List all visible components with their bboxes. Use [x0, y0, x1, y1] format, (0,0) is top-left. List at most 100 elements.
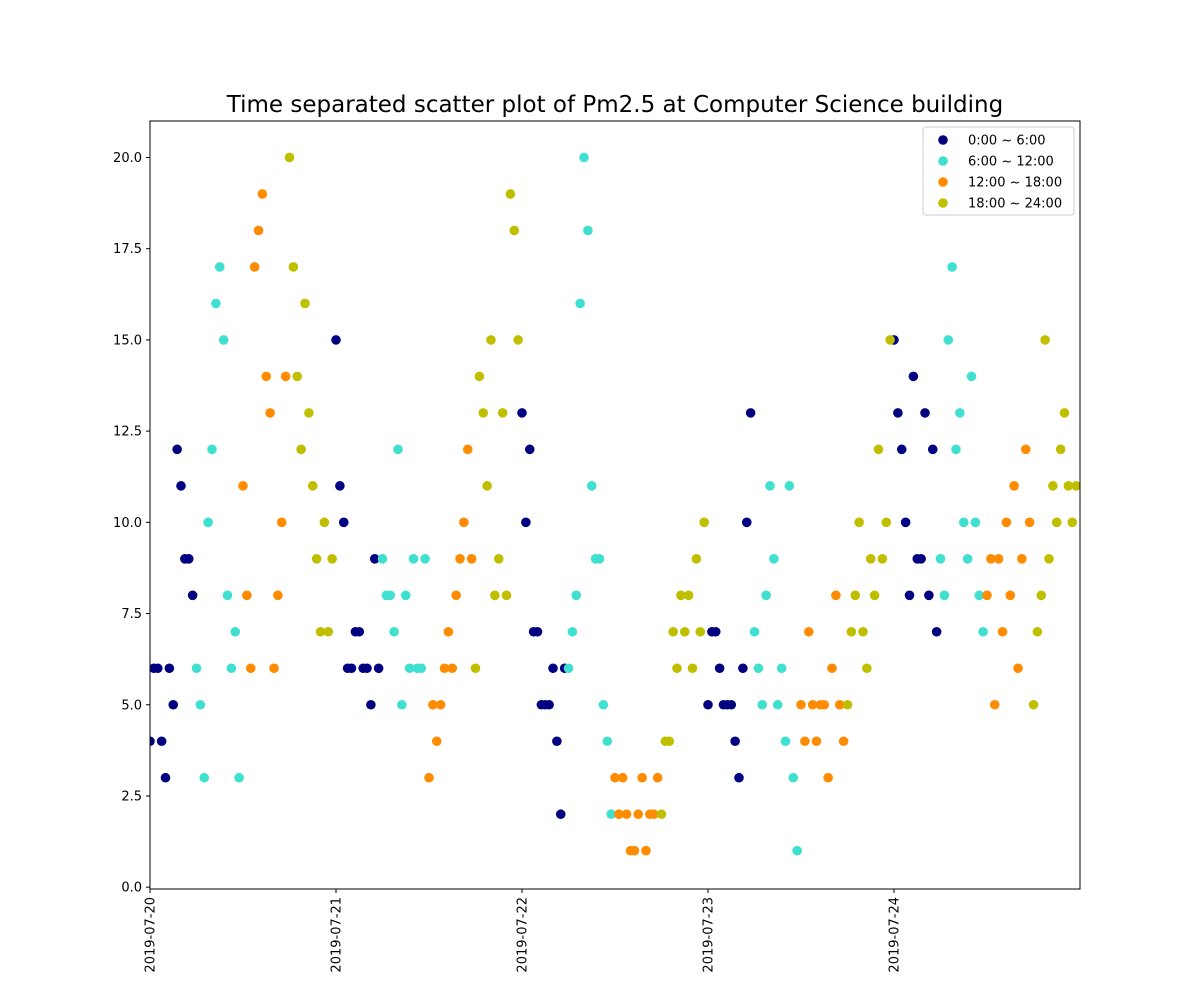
scatter-point-series-3 — [858, 626, 868, 637]
x-tick-label: 2019-07-21 — [330, 897, 345, 973]
scatter-point-series-1 — [218, 335, 229, 345]
scatter-point-series-1 — [602, 736, 613, 747]
scatter-point-series-2 — [238, 481, 248, 491]
scatter-point-series-3 — [1055, 444, 1066, 455]
scatter-point-series-1 — [420, 554, 430, 564]
scatter-point-series-1 — [575, 298, 585, 309]
scatter-point-series-2 — [269, 663, 279, 674]
scatter-point-series-3 — [881, 517, 892, 528]
scatter-point-series-0 — [927, 444, 938, 455]
y-tick-label: 10.0 — [113, 516, 142, 531]
scatter-point-series-0 — [916, 554, 926, 564]
scatter-point-series-3 — [288, 262, 299, 272]
scatter-point-series-1 — [222, 590, 233, 601]
scatter-point-series-0 — [548, 663, 558, 674]
scatter-point-series-1 — [951, 444, 961, 455]
scatter-point-series-0 — [900, 517, 911, 528]
scatter-point-series-3 — [474, 371, 485, 382]
scatter-point-series-2 — [831, 590, 841, 601]
scatter-point-series-3 — [497, 408, 508, 418]
scatter-point-series-0 — [710, 626, 721, 637]
scatter-point-series-3 — [1048, 481, 1058, 491]
scatter-point-series-3 — [846, 626, 857, 637]
y-tick-label: 12.5 — [113, 425, 142, 440]
scatter-point-series-1 — [955, 408, 965, 418]
scatter-point-series-1 — [943, 335, 954, 345]
scatter-point-series-3 — [307, 481, 318, 491]
scatter-point-series-2 — [249, 262, 260, 272]
scatter-point-series-1 — [753, 663, 764, 674]
scatter-point-series-2 — [431, 736, 442, 747]
scatter-point-series-3 — [1036, 590, 1047, 601]
scatter-point-series-1 — [947, 262, 957, 272]
scatter-point-series-3 — [284, 152, 295, 163]
legend-label: 18:00 ~ 24:00 — [968, 197, 1062, 212]
scatter-point-series-1 — [583, 225, 593, 236]
x-tick-label: 2019-07-22 — [516, 897, 531, 973]
scatter-point-series-2 — [629, 845, 640, 856]
scatter-point-series-1 — [214, 262, 225, 272]
scatter-point-series-2 — [276, 517, 287, 528]
scatter-point-series-2 — [997, 626, 1008, 637]
scatter-point-series-1 — [571, 590, 582, 601]
scatter-point-series-3 — [482, 481, 492, 491]
scatter-point-series-1 — [788, 772, 799, 783]
scatter-point-series-0 — [354, 626, 365, 637]
scatter-point-series-3 — [1032, 626, 1043, 637]
scatter-point-series-1 — [765, 481, 775, 491]
scatter-point-series-3 — [501, 590, 512, 601]
scatter-point-series-0 — [908, 371, 919, 382]
chart-title: Time separated scatter plot of Pm2.5 at … — [226, 92, 1003, 118]
scatter-point-series-1 — [939, 590, 950, 601]
scatter-point-series-0 — [183, 554, 194, 564]
scatter-point-series-1 — [974, 590, 985, 601]
scatter-point-series-0 — [920, 408, 930, 418]
scatter-point-series-0 — [369, 554, 380, 564]
scatter-point-series-2 — [811, 736, 822, 747]
scatter-point-series-1 — [226, 663, 237, 674]
scatter-point-series-0 — [338, 517, 349, 528]
scatter-point-series-1 — [408, 554, 419, 564]
scatter-point-series-0 — [331, 335, 341, 345]
scatter-point-series-0 — [555, 809, 566, 820]
scatter-point-series-0 — [745, 408, 756, 418]
scatter-point-series-2 — [447, 663, 458, 674]
scatter-point-series-1 — [784, 481, 795, 491]
scatter-point-series-0 — [893, 408, 903, 418]
x-tick-label: 2019-07-20 — [144, 897, 159, 973]
scatter-point-series-1 — [792, 845, 802, 856]
scatter-point-series-2 — [617, 772, 628, 783]
scatter-point-series-2 — [800, 736, 810, 747]
scatter-point-series-0 — [362, 663, 372, 674]
scatter-point-series-0 — [150, 736, 155, 747]
scatter-point-series-2 — [1013, 663, 1023, 674]
scatter-point-series-3 — [486, 335, 496, 345]
scatter-point-series-3 — [873, 444, 884, 455]
scatter-point-series-1 — [234, 772, 244, 783]
scatter-point-series-3 — [296, 444, 306, 455]
scatter-point-series-0 — [156, 736, 167, 747]
scatter-point-series-2 — [1024, 517, 1035, 528]
scatter-point-series-3 — [1067, 517, 1078, 528]
scatter-point-series-3 — [327, 554, 337, 564]
scatter-point-series-1 — [567, 626, 578, 637]
scatter-point-series-3 — [490, 590, 500, 601]
scatter-point-series-3 — [323, 626, 334, 637]
scatter-point-series-3 — [687, 663, 698, 674]
scatter-point-series-1 — [594, 554, 605, 564]
scatter-point-series-2 — [1009, 481, 1019, 491]
scatter-point-series-1 — [579, 152, 589, 163]
scatter-point-series-1 — [958, 517, 969, 528]
scatter-point-series-3 — [1059, 408, 1070, 418]
scatter-point-series-3 — [1063, 481, 1074, 491]
scatter-point-series-2 — [265, 408, 275, 418]
scatter-point-series-1 — [749, 626, 760, 637]
scatter-point-series-0 — [896, 444, 907, 455]
legend-marker — [938, 135, 948, 145]
scatter-point-series-3 — [1040, 335, 1050, 345]
scatter-point-series-2 — [796, 699, 806, 710]
scatter-point-series-3 — [668, 626, 678, 637]
scatter-point-series-2 — [807, 699, 818, 710]
scatter-point-series-0 — [172, 444, 182, 455]
scatter-point-series-1 — [772, 699, 783, 710]
